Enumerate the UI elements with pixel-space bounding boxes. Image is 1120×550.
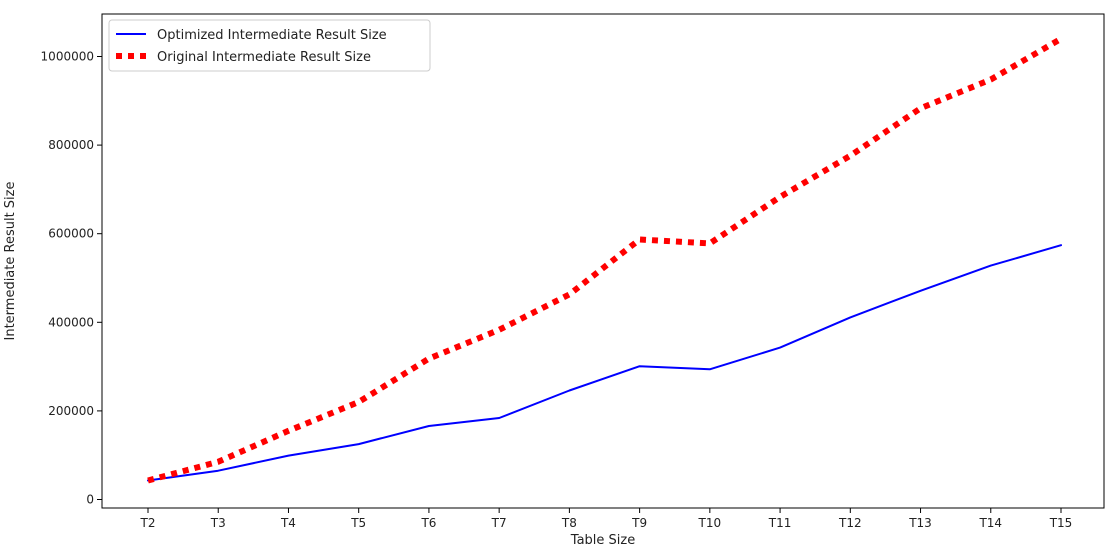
x-tick-label: T5 bbox=[350, 516, 366, 530]
x-axis: T2 T3 T4 T5 T6 T7 T8 T9 T10 T11 T12 T13 T14 T15 bbox=[140, 508, 1073, 530]
x-tick-label: T8 bbox=[561, 516, 577, 530]
original-series-line bbox=[147, 36, 1063, 484]
x-tick-label: T11 bbox=[768, 516, 792, 530]
legend-entry-label: Original Intermediate Result Size bbox=[157, 50, 371, 65]
legend-entry-label: Optimized Intermediate Result Size bbox=[157, 28, 387, 43]
x-tick-label: T15 bbox=[1049, 516, 1073, 530]
y-tick-label: 600000 bbox=[48, 227, 94, 241]
x-axis-label: Table Size bbox=[570, 533, 635, 548]
x-tick-label: T12 bbox=[838, 516, 862, 530]
x-tick-label: T13 bbox=[908, 516, 932, 530]
y-axis-label: Intermediate Result Size bbox=[3, 182, 18, 341]
legend-box bbox=[108, 19, 431, 72]
plot-area-border bbox=[101, 13, 1105, 509]
x-tick-label: T3 bbox=[210, 516, 226, 530]
plot-frame bbox=[101, 13, 1105, 509]
x-tick-label: T14 bbox=[978, 516, 1002, 530]
optimized-series-line bbox=[147, 244, 1062, 482]
y-tick-label: 1000000 bbox=[41, 50, 94, 64]
y-tick-label: 800000 bbox=[48, 138, 94, 152]
y-axis: 0 200000 400000 600000 800000 1000000 bbox=[41, 50, 102, 507]
legend: Optimized Intermediate Result Size Origin… bbox=[108, 19, 431, 72]
x-tick-label: T7 bbox=[491, 516, 507, 530]
y-tick-label: 200000 bbox=[48, 404, 94, 418]
y-tick-label: 400000 bbox=[48, 315, 94, 329]
x-tick-label: T4 bbox=[280, 516, 296, 530]
x-tick-label: T2 bbox=[140, 516, 156, 530]
series-layer bbox=[147, 36, 1063, 484]
x-tick-label: T6 bbox=[420, 516, 436, 530]
x-tick-label: T10 bbox=[698, 516, 722, 530]
x-tick-label: T9 bbox=[631, 516, 647, 530]
y-tick-label: 0 bbox=[86, 493, 94, 507]
